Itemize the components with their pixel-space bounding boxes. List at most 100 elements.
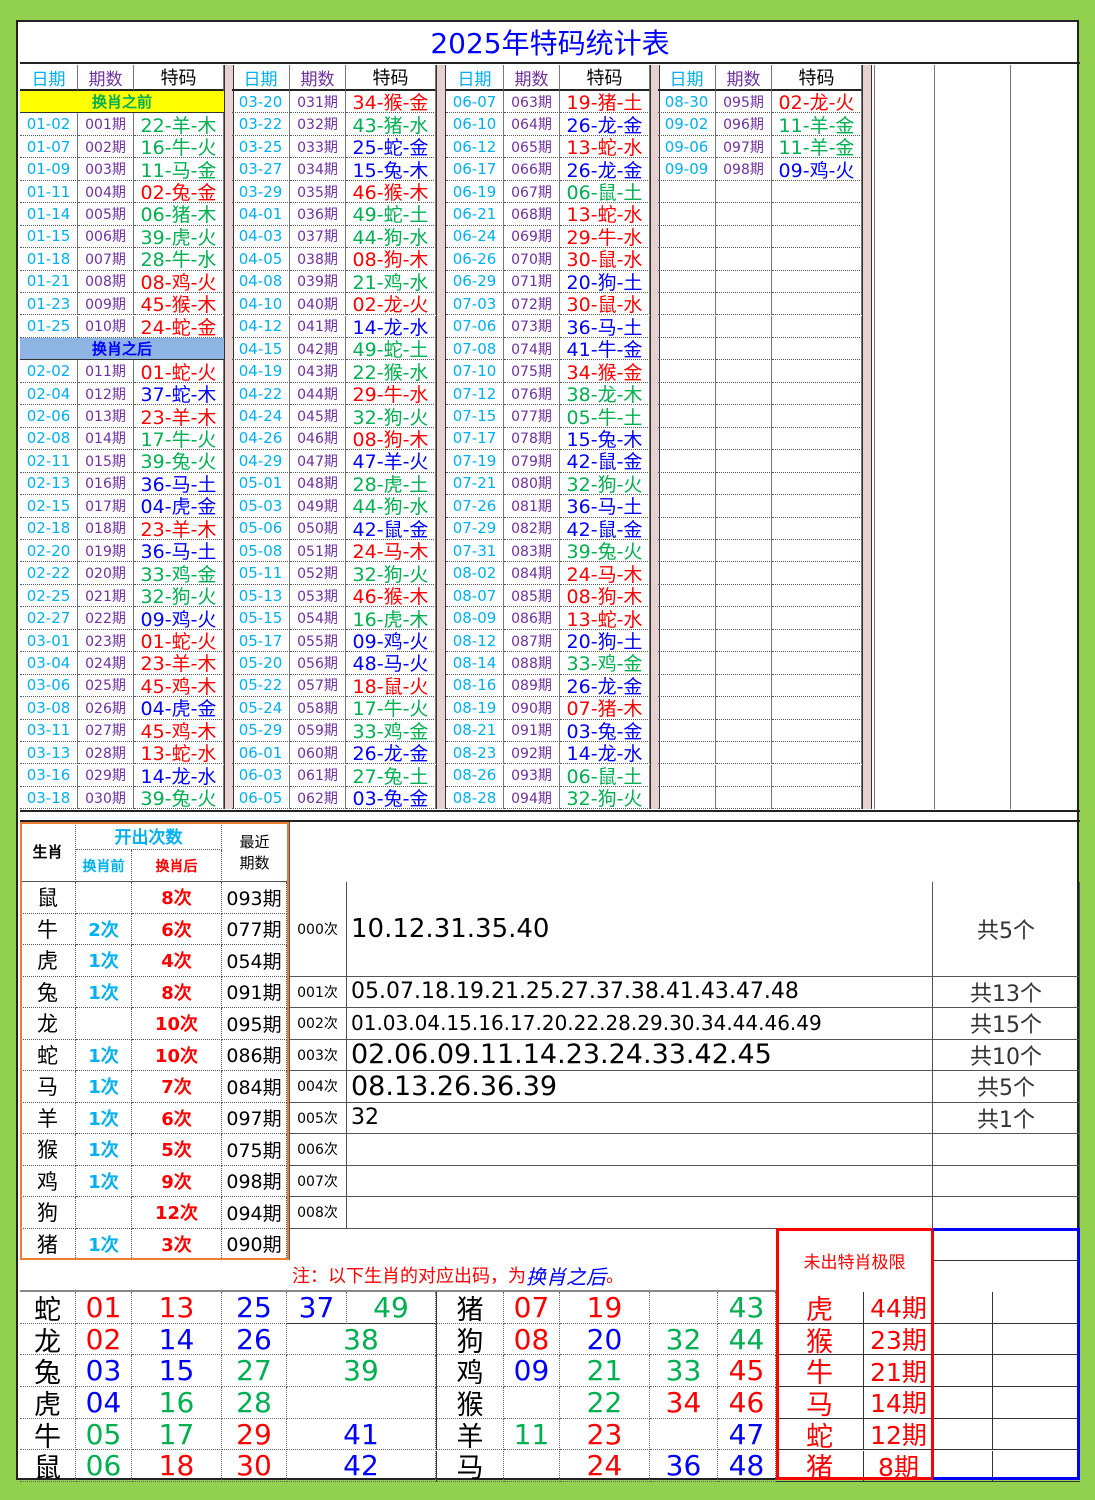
- draw-date: 09-09: [658, 158, 716, 181]
- header-period: 期数: [504, 65, 560, 91]
- grid-number: 08: [504, 1323, 560, 1356]
- count-after: 12次: [132, 1197, 222, 1229]
- draw-period: 077期: [504, 405, 560, 428]
- draw-period: 067期: [504, 180, 560, 204]
- draw-period: 035期: [290, 180, 346, 204]
- draw-date: 03-06: [20, 674, 78, 698]
- omission-total: [933, 1134, 1080, 1166]
- draw-date: 07-21: [446, 472, 504, 496]
- draw-tema: 16-虎-木: [346, 607, 436, 630]
- empty-cell: [658, 652, 716, 675]
- omission-numbers: 01.03.04.15.16.17.20.22.28.29.30.34.44.4…: [347, 1008, 933, 1040]
- count-after: 8次: [132, 882, 222, 914]
- grid-number: 44: [718, 1323, 776, 1356]
- draw-date: 03-18: [20, 786, 78, 810]
- draw-period: 010期: [78, 315, 134, 338]
- draw-date: 03-25: [232, 135, 290, 159]
- draw-period: 058期: [290, 697, 346, 720]
- draw-tema: 33-鸡-金: [134, 562, 224, 585]
- draw-date: 08-16: [446, 674, 504, 698]
- draw-period: 037期: [290, 225, 346, 249]
- header-recent: 期数: [222, 852, 287, 882]
- grid-number: 47: [718, 1418, 776, 1451]
- draw-tema: 39-虎-火: [134, 225, 224, 249]
- zodiac-label: 虎: [20, 945, 76, 977]
- draw-date: 01-07: [20, 135, 78, 159]
- draw-date: 01-15: [20, 225, 78, 249]
- grid-number: 29: [222, 1418, 287, 1451]
- draw-period: 020期: [78, 562, 134, 585]
- zodiac-label: 鼠: [20, 882, 76, 914]
- draw-tema: 36-马-土: [560, 495, 650, 518]
- grid-zodiac: 鸡: [436, 1355, 504, 1388]
- empty-cell: [716, 652, 772, 675]
- draw-tema: 05-牛-土: [560, 405, 650, 428]
- draw-tema: 20-狗-土: [560, 629, 650, 653]
- grid-number: 11: [504, 1418, 560, 1451]
- draw-date: 06-24: [446, 225, 504, 249]
- empty-cell: [658, 337, 716, 361]
- draw-date: 06-19: [446, 180, 504, 204]
- draw-tema: 49-蛇-土: [346, 203, 436, 226]
- draw-period: 047期: [290, 450, 346, 473]
- draw-period: 048期: [290, 472, 346, 496]
- draw-period: 072期: [504, 293, 560, 316]
- header-period: 期数: [716, 65, 772, 91]
- grid-number: 16: [132, 1387, 222, 1419]
- count-after: 6次: [132, 913, 222, 945]
- zodiac-label: 狗: [20, 1197, 76, 1229]
- draw-period: 034期: [290, 158, 346, 181]
- draw-tema: 24-蛇-金: [134, 315, 224, 338]
- draw-tema: 14-龙-水: [134, 764, 224, 787]
- draw-period: 076期: [504, 382, 560, 406]
- count-before: 1次: [76, 976, 132, 1008]
- draw-tema: 09-鸡-火: [134, 607, 224, 630]
- limit-box: [776, 1228, 934, 1480]
- empty-cell: [933, 1450, 993, 1483]
- draw-period: 078期: [504, 427, 560, 451]
- note-suffix: 。: [606, 1266, 624, 1287]
- zodiac-label: 龙: [20, 1008, 76, 1040]
- draw-date: 02-04: [20, 382, 78, 406]
- draw-tema: 08-狗-木: [560, 584, 650, 608]
- draw-period: 062期: [290, 786, 346, 810]
- section-after: 换肖之后: [20, 337, 224, 361]
- draw-tema: 45-鸡-木: [134, 719, 224, 743]
- draw-tema: 26-龙-金: [346, 742, 436, 765]
- draw-period: 006期: [78, 225, 134, 249]
- draw-tema: 46-猴-木: [346, 180, 436, 204]
- grid-number: 03: [76, 1355, 132, 1388]
- grid-zodiac: 马: [436, 1450, 504, 1483]
- empty-cell: [658, 360, 716, 383]
- recent-period: 077期: [222, 913, 287, 945]
- empty-cell: [658, 764, 716, 787]
- draw-date: 02-18: [20, 517, 78, 540]
- grid-number: 01: [76, 1292, 132, 1324]
- draw-date: 04-01: [232, 203, 290, 226]
- omission-total: [933, 1165, 1080, 1197]
- draw-period: 066期: [504, 158, 560, 181]
- empty-cell: [772, 203, 862, 226]
- omission-label: 006次: [289, 1134, 347, 1166]
- recent-period: 093期: [222, 882, 287, 914]
- grid-zodiac: 羊: [436, 1418, 504, 1451]
- draw-period: 036期: [290, 203, 346, 226]
- omission-total: 共10个: [933, 1039, 1080, 1071]
- section-divider: [20, 820, 1080, 822]
- draw-period: 001期: [78, 113, 134, 136]
- draw-period: 030期: [78, 786, 134, 810]
- limit-zodiac: 牛: [776, 1355, 864, 1388]
- draw-tema: 28-虎-土: [346, 472, 436, 496]
- draw-date: 04-15: [232, 337, 290, 361]
- draw-period: 031期: [290, 91, 346, 114]
- empty-cell: [772, 584, 862, 608]
- draw-period: 098期: [716, 158, 772, 181]
- grid-zodiac: 猪: [436, 1292, 504, 1324]
- draw-tema: 11-羊-金: [772, 135, 862, 159]
- draw-period: 052期: [290, 562, 346, 585]
- draw-date: 03-08: [20, 697, 78, 720]
- draw-date: 06-01: [232, 742, 290, 765]
- draw-date: 02-25: [20, 584, 78, 608]
- empty-cell: [716, 180, 772, 204]
- draw-date: 01-14: [20, 203, 78, 226]
